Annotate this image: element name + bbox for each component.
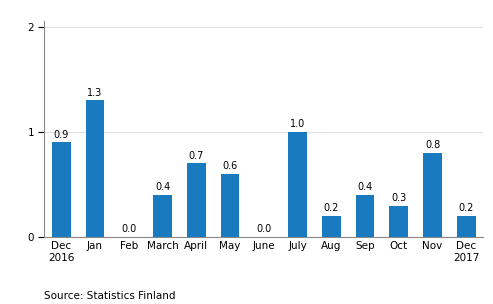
Text: 0.2: 0.2 (323, 203, 339, 213)
Text: Source: Statistics Finland: Source: Statistics Finland (44, 291, 176, 301)
Bar (322, 216, 341, 237)
Bar (153, 195, 172, 237)
Bar (288, 132, 307, 237)
Text: 0.4: 0.4 (155, 182, 170, 192)
Bar (187, 164, 206, 237)
Text: 0.0: 0.0 (121, 224, 137, 234)
Text: 0.9: 0.9 (54, 130, 69, 140)
Text: 1.0: 1.0 (290, 119, 305, 129)
Text: 0.4: 0.4 (357, 182, 373, 192)
Text: 0.6: 0.6 (222, 161, 238, 171)
Bar (86, 100, 105, 237)
Bar (221, 174, 239, 237)
Text: 0.3: 0.3 (391, 193, 406, 203)
Bar (457, 216, 476, 237)
Bar (389, 206, 408, 237)
Text: 0.8: 0.8 (425, 140, 440, 150)
Text: 0.7: 0.7 (188, 151, 204, 161)
Bar (356, 195, 374, 237)
Text: 0.0: 0.0 (256, 224, 271, 234)
Bar (423, 153, 442, 237)
Text: 1.3: 1.3 (87, 88, 103, 98)
Text: 0.2: 0.2 (458, 203, 474, 213)
Bar (52, 142, 70, 237)
